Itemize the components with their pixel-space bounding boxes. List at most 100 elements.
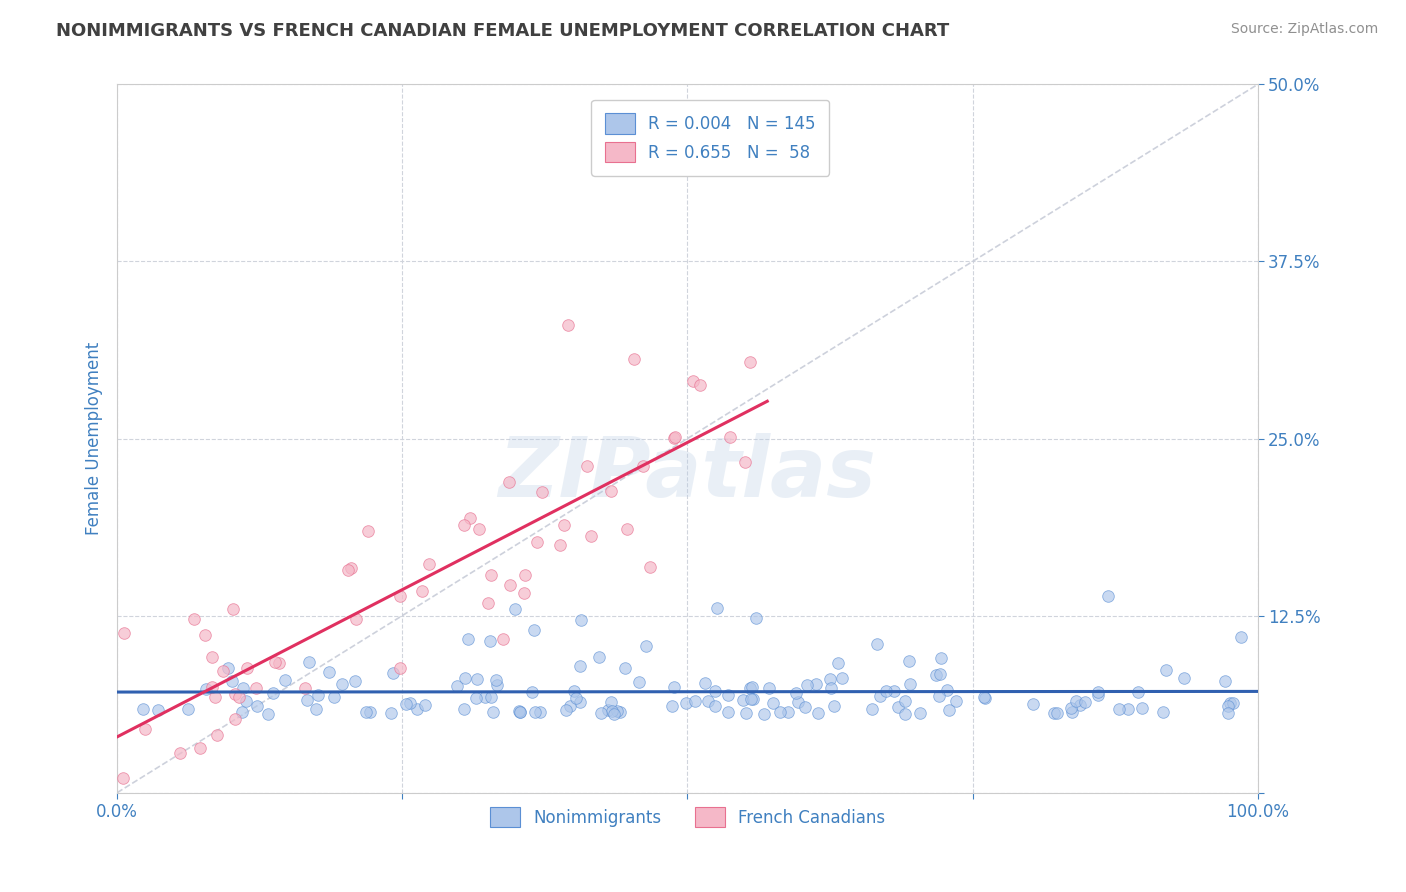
Point bbox=[1219, 696, 1241, 710]
Point bbox=[560, 699, 582, 714]
Point bbox=[762, 696, 785, 710]
Point bbox=[453, 517, 475, 532]
Point bbox=[738, 681, 761, 695]
Point bbox=[689, 377, 711, 392]
Point bbox=[875, 683, 897, 698]
Point bbox=[807, 706, 830, 721]
Point bbox=[205, 728, 228, 742]
Point bbox=[1154, 663, 1177, 677]
Point bbox=[734, 455, 756, 469]
Point bbox=[600, 704, 623, 718]
Point bbox=[523, 624, 546, 638]
Point bbox=[359, 705, 381, 719]
Point bbox=[340, 561, 363, 575]
Point bbox=[696, 694, 718, 708]
Point bbox=[758, 681, 780, 695]
Point bbox=[406, 702, 429, 716]
Point bbox=[520, 685, 543, 699]
Point bbox=[305, 702, 328, 716]
Point bbox=[356, 705, 378, 719]
Point bbox=[509, 705, 531, 719]
Point bbox=[754, 706, 776, 721]
Point bbox=[1126, 685, 1149, 699]
Point bbox=[793, 699, 815, 714]
Point bbox=[1060, 700, 1083, 714]
Point bbox=[1213, 674, 1236, 689]
Point bbox=[458, 511, 481, 525]
Point bbox=[664, 430, 686, 444]
Point bbox=[675, 696, 697, 710]
Point bbox=[134, 722, 156, 736]
Point bbox=[599, 483, 621, 498]
Point bbox=[413, 698, 436, 712]
Point bbox=[498, 475, 520, 490]
Point bbox=[224, 687, 246, 701]
Point bbox=[479, 634, 502, 648]
Point bbox=[796, 678, 818, 692]
Point bbox=[820, 672, 842, 686]
Point bbox=[606, 704, 628, 718]
Point bbox=[827, 656, 849, 670]
Point bbox=[465, 673, 488, 687]
Point bbox=[481, 705, 503, 719]
Point bbox=[778, 705, 800, 719]
Point bbox=[529, 706, 551, 720]
Point bbox=[735, 706, 758, 720]
Point bbox=[804, 677, 827, 691]
Point bbox=[499, 578, 522, 592]
Point bbox=[492, 632, 515, 646]
Point bbox=[526, 535, 548, 549]
Point bbox=[1173, 671, 1195, 685]
Point bbox=[1222, 697, 1244, 711]
Point bbox=[745, 611, 768, 625]
Point bbox=[638, 559, 661, 574]
Point bbox=[785, 686, 807, 700]
Point bbox=[603, 706, 626, 721]
Point bbox=[1069, 698, 1091, 712]
Point bbox=[323, 690, 346, 704]
Point bbox=[245, 681, 267, 696]
Text: Source: ZipAtlas.com: Source: ZipAtlas.com bbox=[1230, 22, 1378, 37]
Point bbox=[591, 706, 613, 720]
Point bbox=[576, 458, 599, 473]
Point bbox=[925, 668, 948, 682]
Point bbox=[418, 557, 440, 571]
Point bbox=[1218, 699, 1240, 714]
Point bbox=[356, 524, 378, 538]
Point bbox=[381, 665, 404, 680]
Point bbox=[894, 706, 917, 721]
Point bbox=[454, 671, 477, 685]
Point bbox=[112, 626, 135, 640]
Point bbox=[908, 706, 931, 720]
Point bbox=[886, 699, 908, 714]
Point bbox=[307, 688, 329, 702]
Point bbox=[973, 690, 995, 705]
Point bbox=[831, 671, 853, 685]
Point bbox=[664, 431, 686, 445]
Point bbox=[236, 661, 259, 675]
Point bbox=[569, 695, 592, 709]
Point bbox=[627, 675, 650, 690]
Point bbox=[1116, 702, 1139, 716]
Point bbox=[246, 698, 269, 713]
Point bbox=[740, 692, 762, 706]
Point bbox=[337, 564, 360, 578]
Point bbox=[634, 640, 657, 654]
Point bbox=[786, 695, 808, 709]
Point bbox=[1043, 706, 1066, 720]
Point bbox=[1060, 706, 1083, 720]
Point bbox=[738, 355, 761, 369]
Point bbox=[616, 522, 638, 536]
Point bbox=[398, 696, 420, 710]
Point bbox=[938, 703, 960, 717]
Point bbox=[1046, 706, 1069, 720]
Point bbox=[474, 690, 496, 704]
Point bbox=[693, 676, 716, 690]
Point bbox=[231, 705, 253, 719]
Point bbox=[553, 518, 575, 533]
Point bbox=[866, 637, 889, 651]
Point bbox=[929, 667, 952, 681]
Point bbox=[664, 680, 686, 694]
Point bbox=[820, 681, 842, 696]
Point bbox=[503, 601, 526, 615]
